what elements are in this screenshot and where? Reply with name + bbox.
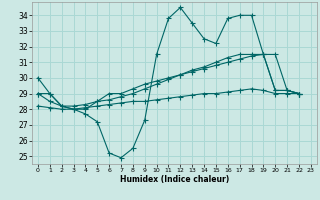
X-axis label: Humidex (Indice chaleur): Humidex (Indice chaleur) [120, 175, 229, 184]
